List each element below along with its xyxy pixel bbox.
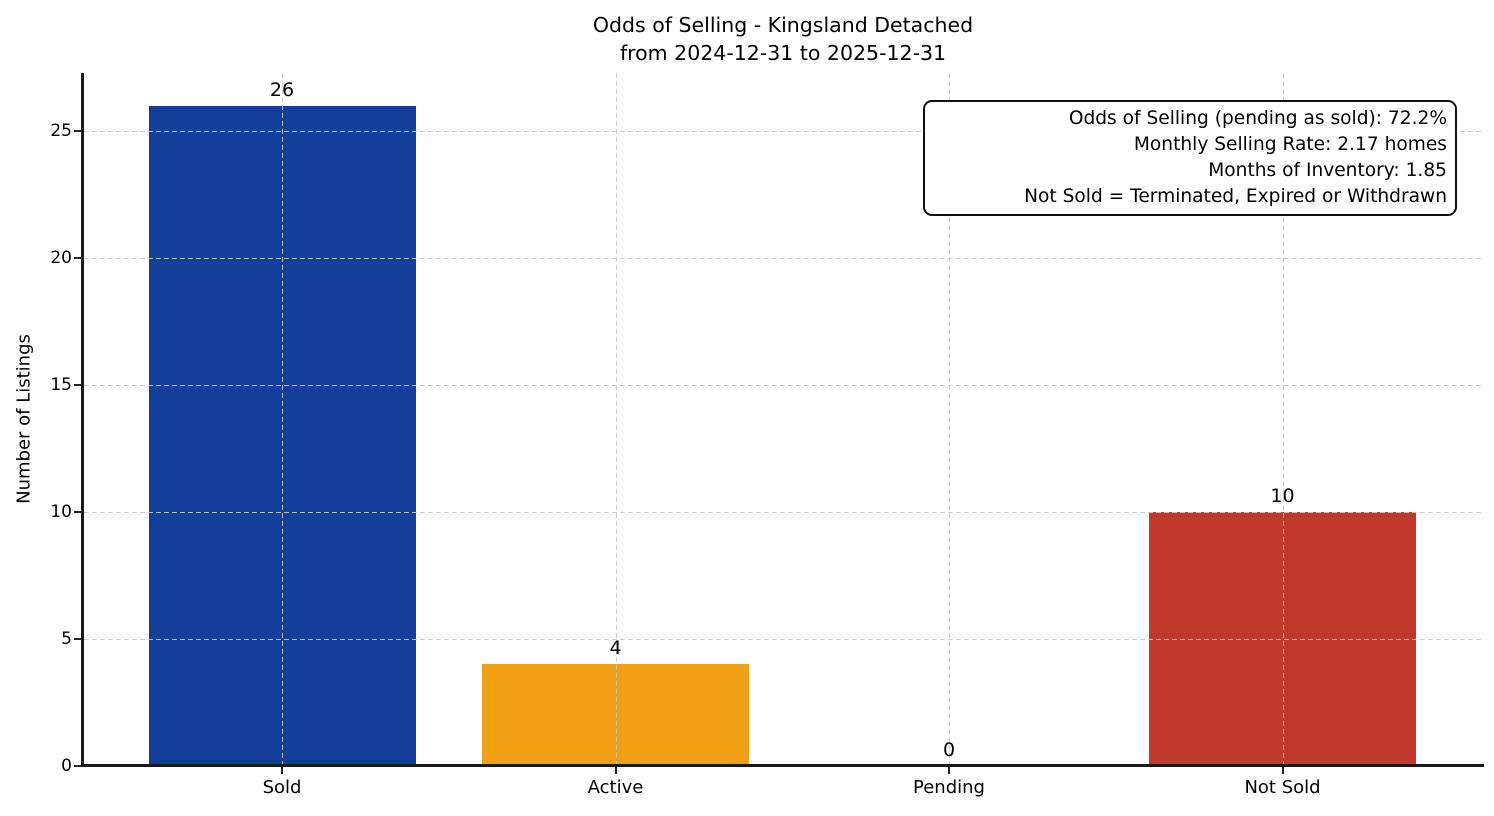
y-tick-mark-10	[74, 511, 81, 514]
bar-value-label-active: 4	[609, 637, 622, 660]
x-tick-mark-sold	[281, 767, 283, 774]
x-gridline-not-sold	[1282, 73, 1284, 764]
bar-value-label-not-sold: 10	[1270, 485, 1295, 508]
x-axis-spine	[81, 764, 1484, 767]
chart-title: Odds of Selling - Kingsland Detached fro…	[593, 11, 973, 67]
x-tick-mark-pending	[948, 767, 950, 774]
annotation-line-monthly-selling-rate: Monthly Selling Rate: 2.17 homes	[1133, 134, 1447, 155]
bar-value-label-sold: 26	[269, 79, 295, 101]
x-tick-mark-not-sold	[1281, 767, 1284, 774]
annotation-line-not-sold-definition: Not Sold = Terminated, Expired or Withdr…	[1024, 186, 1447, 207]
y-tick-label-10: 10	[50, 502, 72, 523]
y-gridline-5	[84, 639, 1484, 641]
x-gridline-pending	[949, 73, 950, 764]
x-tick-label-active: Active	[587, 777, 644, 798]
chart-title-line1: Odds of Selling - Kingsland Detached	[592, 13, 974, 37]
x-gridline-active	[615, 73, 617, 764]
y-tick-mark-15	[74, 384, 81, 387]
y-tick-mark-20	[74, 257, 81, 260]
y-gridline-10	[84, 512, 1484, 514]
y-tick-label-25: 25	[50, 121, 72, 142]
annotation-line-odds-of-selling: Odds of Selling (pending as sold): 72.2%	[1068, 108, 1447, 129]
chart-title-line2: from 2024-12-31 to 2025-12-31	[619, 41, 947, 65]
y-tick-label-15: 15	[50, 375, 72, 396]
x-tick-label-sold: Sold	[262, 777, 302, 798]
y-tick-mark-0	[74, 765, 81, 767]
y-axis-spine	[81, 73, 84, 767]
y-tick-mark-25	[74, 130, 81, 133]
x-tick-label-not-sold: Not Sold	[1244, 777, 1321, 798]
y-tick-label-0: 0	[61, 756, 72, 776]
bar-value-label-pending: 0	[942, 739, 956, 761]
x-tick-label-pending: Pending	[913, 777, 985, 798]
y-tick-label-5: 5	[61, 629, 72, 650]
y-gridline-20	[84, 258, 1484, 260]
y-gridline-15	[84, 385, 1484, 387]
x-gridline-sold	[282, 73, 283, 764]
stats-annotation-box: Odds of Selling (pending as sold): 72.2%…	[923, 100, 1457, 216]
y-gridline-25	[84, 131, 1484, 133]
x-tick-mark-active	[614, 767, 617, 774]
y-tick-label-20: 20	[50, 248, 72, 269]
annotation-line-months-of-inventory: Months of Inventory: 1.85	[1208, 160, 1447, 181]
y-tick-mark-5	[74, 638, 81, 641]
